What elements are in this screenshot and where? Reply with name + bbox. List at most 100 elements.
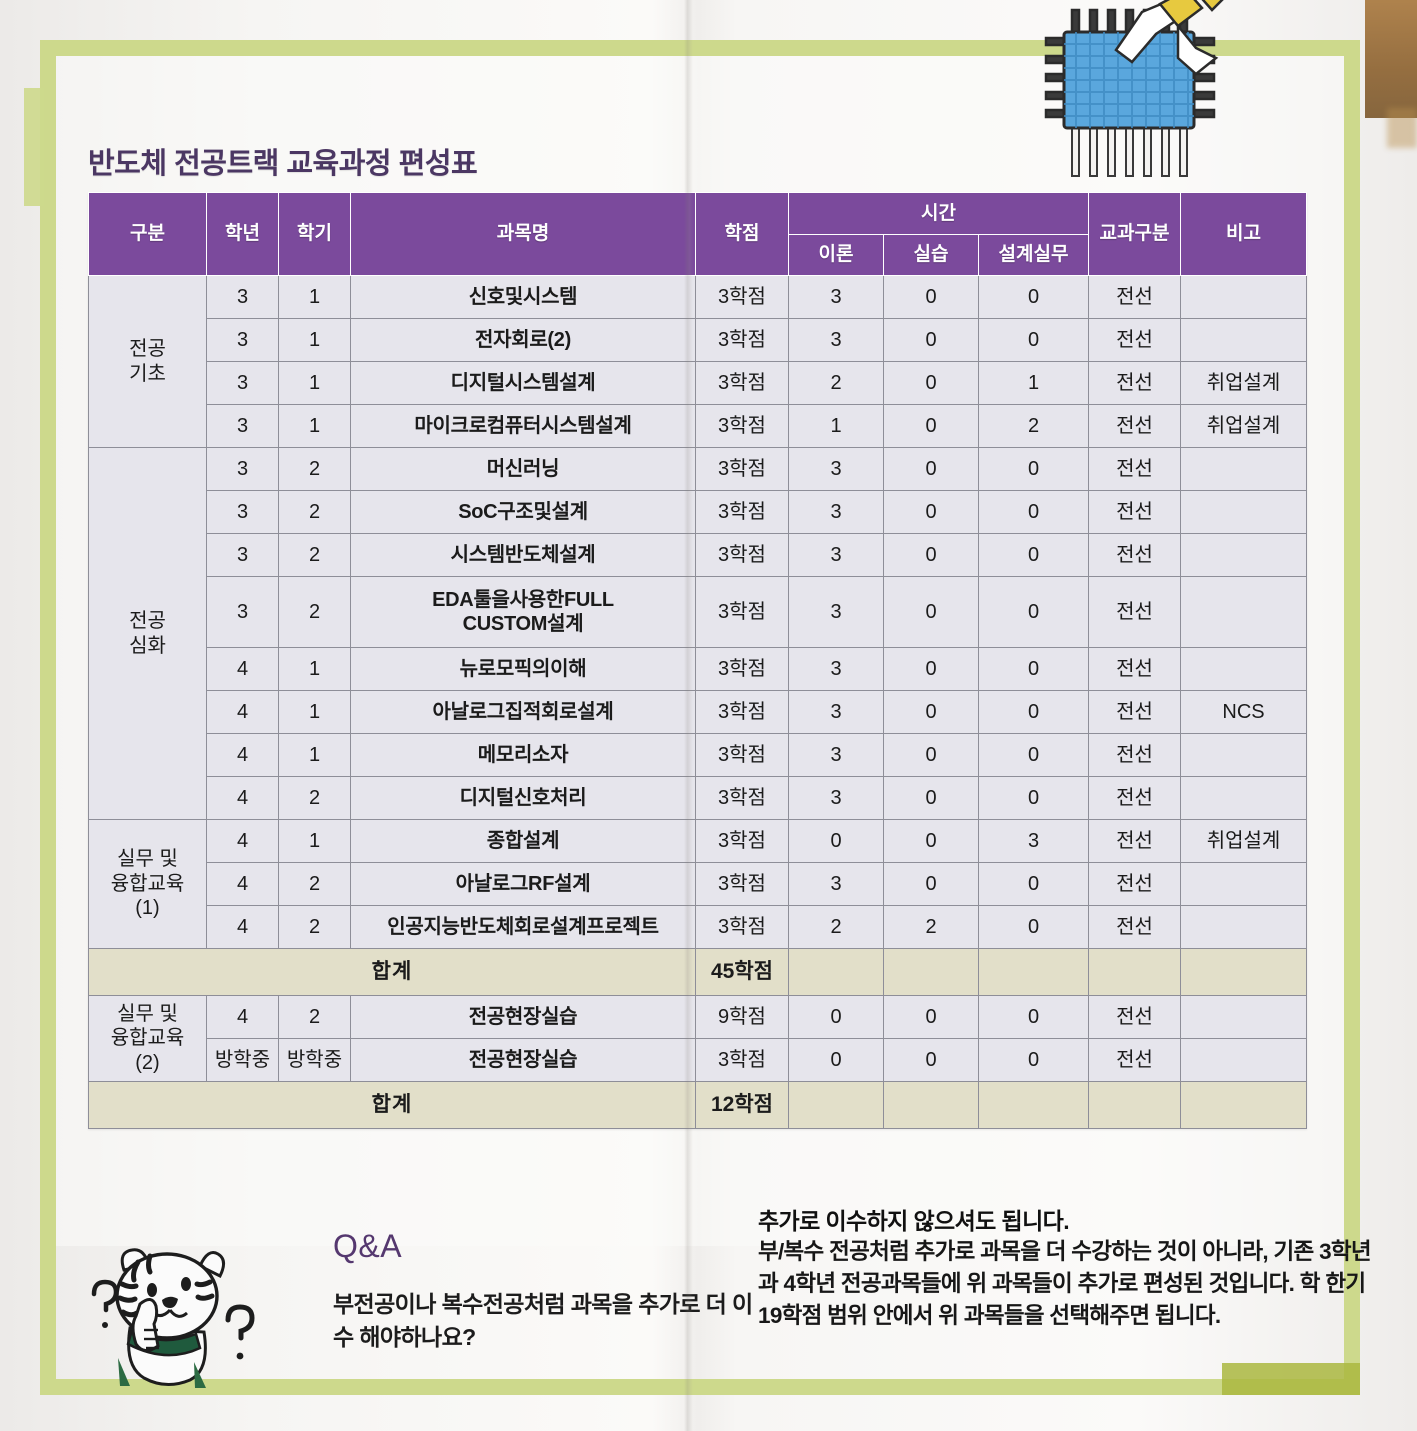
theory-cell: 3 <box>788 447 884 491</box>
practice-cell: 0 <box>883 1038 979 1082</box>
semester-cell: 1 <box>278 690 351 734</box>
semester-cell: 1 <box>278 318 351 362</box>
course-type-cell: 전선 <box>1088 576 1182 648</box>
practice-cell: 0 <box>883 776 979 820</box>
semester-cell: 2 <box>278 490 351 534</box>
design-cell: 0 <box>977 318 1090 362</box>
note-cell <box>1180 447 1308 491</box>
green-page-frame <box>40 40 1360 1395</box>
note-cell: 취업설계 <box>1180 361 1308 405</box>
qa-question: 부전공이나 복수전공처럼 과목을 추가로 더 이수 해야하나요? <box>333 1291 753 1351</box>
desk-surface-edge-blur <box>1387 108 1417 148</box>
group-label-cell: 실무 및 융합교육 (1) <box>88 819 207 949</box>
table-row: 4 2 아날로그RF설계 3학점 3 0 0 전선 <box>89 862 1308 906</box>
table-row: 전공 기초 3 1 신호및시스템 3학점 3 0 0 전선 <box>88 275 1308 448</box>
design-cell: 0 <box>977 1038 1090 1082</box>
table-row: 3 1 디지털시스템설계 3학점 2 0 1 전선 취업설계 <box>89 361 1308 405</box>
header-note: 비고 <box>1180 192 1308 276</box>
course-type-cell: 전선 <box>1088 905 1182 949</box>
total-empty-cell <box>1180 1081 1308 1129</box>
practice-cell: 0 <box>883 576 979 648</box>
subject-cell: EDA툴을사용한FULL CUSTOM설계 <box>350 576 696 648</box>
design-cell: 3 <box>977 819 1090 863</box>
course-type-cell: 전선 <box>1088 490 1182 534</box>
theory-cell: 1 <box>788 404 884 448</box>
note-cell: 취업설계 <box>1180 404 1308 448</box>
theory-cell: 2 <box>788 361 884 405</box>
microchip-illustration <box>1020 0 1417 188</box>
semester-cell: 1 <box>278 404 351 448</box>
semester-cell: 2 <box>278 995 351 1039</box>
course-type-cell: 전선 <box>1088 1038 1182 1082</box>
total-credit-cell: 45학점 <box>695 948 789 996</box>
semester-cell: 2 <box>278 447 351 491</box>
table-row: 3 1 전자회로(2) 3학점 3 0 0 전선 <box>89 318 1308 362</box>
semester-cell: 2 <box>278 905 351 949</box>
subject-cell: 디지털시스템설계 <box>350 361 696 405</box>
year-cell: 4 <box>206 819 279 863</box>
credit-cell: 3학점 <box>695 361 789 405</box>
credit-cell: 3학점 <box>695 819 789 863</box>
subject-cell: 종합설계 <box>350 819 696 863</box>
group-label-cell: 전공 기초 <box>88 275 207 448</box>
credit-cell: 3학점 <box>695 862 789 906</box>
credit-cell: 3학점 <box>695 905 789 949</box>
total-empty-cell <box>1088 1081 1182 1129</box>
year-cell: 3 <box>206 275 279 319</box>
year-cell: 4 <box>206 905 279 949</box>
credit-cell: 3학점 <box>695 647 789 691</box>
practice-cell: 0 <box>883 533 979 577</box>
theory-cell: 3 <box>788 733 884 777</box>
subject-cell: 머신러닝 <box>350 447 696 491</box>
note-cell <box>1180 862 1308 906</box>
practice-cell: 0 <box>883 490 979 534</box>
course-type-cell: 전선 <box>1088 533 1182 577</box>
design-cell: 0 <box>977 905 1090 949</box>
course-type-cell: 전선 <box>1088 647 1182 691</box>
note-cell <box>1180 1038 1308 1082</box>
total-row: 합계 12학점 <box>88 1081 1308 1129</box>
design-cell: 1 <box>977 361 1090 405</box>
subject-cell: 전공현장실습 <box>350 995 696 1039</box>
year-cell: 3 <box>206 361 279 405</box>
design-cell: 0 <box>977 690 1090 734</box>
table-row: 3 2 SoC구조및설계 3학점 3 0 0 전선 <box>89 490 1308 534</box>
note-cell <box>1180 490 1308 534</box>
theory-cell: 3 <box>788 533 884 577</box>
curriculum-table: 구분 학년 학기 과목명 학점 시간 교과구분 비고 이론 실습 설계실무 전공… <box>88 192 1308 1129</box>
note-cell <box>1180 275 1308 319</box>
subject-cell: 전자회로(2) <box>350 318 696 362</box>
year-cell: 3 <box>206 318 279 362</box>
table-row: 4 1 메모리소자 3학점 3 0 0 전선 <box>89 733 1308 777</box>
qa-answer-title: 추가로 이수하지 않으셔도 됩니다. <box>758 1208 1070 1234</box>
semester-cell: 2 <box>278 776 351 820</box>
year-cell: 4 <box>206 690 279 734</box>
total-empty-cell <box>883 1081 979 1129</box>
design-cell: 0 <box>977 490 1090 534</box>
subject-cell: 뉴로모픽의이해 <box>350 647 696 691</box>
table-header-row-1: 구분 학년 학기 과목명 학점 시간 교과구분 비고 <box>88 192 1308 276</box>
subject-cell: 마이크로컴퓨터시스템설계 <box>350 404 696 448</box>
year-cell: 3 <box>206 576 279 648</box>
semester-cell: 1 <box>278 361 351 405</box>
subject-cell: 아날로그RF설계 <box>350 862 696 906</box>
credit-cell: 3학점 <box>695 490 789 534</box>
design-cell: 0 <box>977 576 1090 648</box>
note-cell <box>1180 905 1308 949</box>
design-cell: 0 <box>977 647 1090 691</box>
subject-cell: SoC구조및설계 <box>350 490 696 534</box>
course-type-cell: 전선 <box>1088 275 1182 319</box>
subject-cell: 신호및시스템 <box>350 275 696 319</box>
qa-heading: Q&A <box>333 1228 403 1264</box>
table-row: 4 2 인공지능반도체회로설계프로젝트 3학점 2 2 0 전선 <box>89 905 1308 949</box>
header-year: 학년 <box>206 192 279 276</box>
practice-cell: 0 <box>883 647 979 691</box>
qa-answer-body: 부/복수 전공처럼 추가로 과목을 더 수강하는 것이 아니라, 기존 3학년과… <box>758 1239 1372 1328</box>
table-row: 3 2 시스템반도체설계 3학점 3 0 0 전선 <box>89 533 1308 577</box>
course-type-cell: 전선 <box>1088 733 1182 777</box>
total-label-cell: 합계 <box>88 948 696 996</box>
header-semester: 학기 <box>278 192 351 276</box>
subject-cell: 인공지능반도체회로설계프로젝트 <box>350 905 696 949</box>
table-body: 전공 기초 3 1 신호및시스템 3학점 3 0 0 전선 3 1 전자회로(2) 3학점 3 0 0 전선 3 1 디… <box>88 275 1308 1129</box>
qa-section: Q&A 부전공이나 복수전공처럼 과목을 추가로 더 이수 해야하나요? 추가로… <box>70 1208 1372 1400</box>
